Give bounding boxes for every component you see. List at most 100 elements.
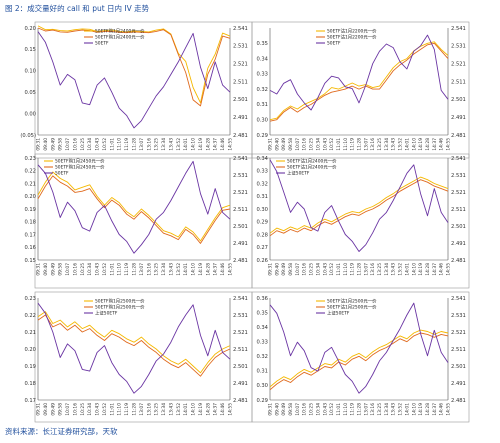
x-tick-label: 09:49	[281, 403, 287, 416]
left-tick-label: 0.34	[256, 156, 268, 162]
x-tick-label: 14:01	[183, 263, 189, 276]
legend-label: 50ETF	[327, 41, 341, 47]
left-tick-label: 0.30	[256, 383, 268, 389]
series-line-put	[37, 175, 231, 244]
x-tick-label: 10:25	[309, 263, 315, 276]
x-tick-label: 10:16	[302, 263, 308, 276]
x-tick-label: 14:28	[425, 263, 431, 276]
legend-label: 50ETF沽1月2500元一价	[327, 304, 377, 311]
series-line-put	[37, 27, 231, 107]
x-tick-label: 14:01	[183, 403, 189, 416]
x-tick-label: 09:49	[50, 138, 56, 151]
legend-label: 50ETF	[95, 41, 109, 47]
x-tick-label: 14:01	[404, 263, 410, 276]
legend-label: 50ETF购1月2450元一价	[55, 164, 105, 171]
left-tick-label: 0.19	[24, 207, 36, 213]
x-tick-label: 13:25	[154, 263, 160, 276]
x-tick-label: 13:52	[176, 263, 182, 276]
left-tick-label: 0.26	[256, 258, 268, 264]
right-tick-label: 2.481	[233, 398, 248, 404]
x-tick-label: 14:37	[432, 138, 438, 151]
x-tick-label: 10:34	[87, 403, 93, 416]
legend-label: 50ETF沽1月2200元一价	[327, 34, 377, 41]
legend-label: 上证50ETF	[327, 310, 350, 317]
x-tick-label: 10:43	[322, 263, 328, 276]
right-tick-label: 2.541	[451, 156, 466, 162]
right-tick-label: 2.501	[451, 97, 466, 103]
x-tick-label: 09:31	[36, 403, 42, 416]
x-tick-label: 10:25	[309, 138, 315, 151]
x-tick-label: 09:58	[288, 403, 294, 416]
x-tick-label: 13:43	[168, 403, 174, 416]
x-tick-label: 13:52	[176, 403, 182, 416]
left-tick-label: 0.20	[24, 347, 36, 353]
x-tick-label: 09:58	[288, 263, 294, 276]
x-tick-label: 14:01	[404, 138, 410, 151]
x-tick-label: 13:25	[154, 403, 160, 416]
x-tick-label: 10:16	[72, 263, 78, 276]
panel-border	[251, 291, 470, 423]
x-tick-label: 13:43	[168, 263, 174, 276]
series-line-etf	[269, 159, 449, 252]
x-tick-label: 14:46	[439, 403, 445, 416]
left-tick-label: 0.05	[24, 90, 36, 96]
left-tick-label: 0.28	[256, 232, 268, 238]
x-tick-label: 10:52	[102, 403, 108, 416]
x-tick-label: 11:01	[336, 263, 342, 276]
x-tick-label: 11:28	[357, 263, 363, 276]
left-tick-label: 0.29	[256, 220, 268, 226]
x-tick-label: 14:01	[183, 138, 189, 151]
x-tick-label: 10:16	[302, 403, 308, 416]
chart-panel-top-left: 0.20 0.15 0.10 0.05 0.00 (0.05) 2.541 2.531 2.52…	[20, 21, 253, 159]
right-tick-label: 2.491	[233, 381, 248, 387]
x-tick-label: 11:01	[336, 138, 342, 151]
x-tick-label: 10:43	[95, 138, 101, 151]
right-tick-label: 2.511	[451, 207, 466, 213]
series-line-put	[269, 332, 449, 391]
x-tick-label: 11:10	[117, 403, 123, 416]
chart-panel-top-right: 0.35 0.34 0.33 0.32 0.31 0.30 0.29 2.541 2.531 2.…	[251, 21, 470, 159]
legend-label: 50ETF沽1月2200元一价	[327, 28, 377, 35]
x-tick-label: 10:16	[72, 138, 78, 151]
right-tick-label: 2.501	[233, 97, 248, 103]
x-tick-label: 11:10	[343, 403, 349, 416]
x-tick-label: 11:28	[357, 138, 363, 151]
right-tick-label: 2.531	[233, 173, 248, 179]
x-tick-label: 14:55	[446, 138, 452, 151]
left-tick-label: 0.17	[24, 232, 36, 238]
x-tick-label: 13:52	[398, 138, 404, 151]
x-tick-label: 14:10	[411, 138, 417, 151]
x-tick-label: 09:58	[58, 403, 64, 416]
x-tick-label: 14:37	[213, 263, 219, 276]
x-tick-label: 11:19	[350, 138, 356, 151]
x-tick-label: 14:01	[404, 403, 410, 416]
left-tick-label: 0.33	[256, 72, 268, 78]
x-tick-label: 14:10	[191, 263, 197, 276]
series-line-etf	[269, 34, 449, 111]
x-tick-label: 13:07	[363, 263, 369, 276]
x-tick-label: 14:37	[432, 263, 438, 276]
left-tick-label: 0.29	[256, 133, 268, 139]
right-tick-label: 2.541	[233, 156, 248, 162]
left-tick-label: 0.20	[24, 26, 36, 32]
left-tick-label: 0.29	[256, 398, 268, 404]
legend-label: 50ETF购1月2500元一价	[95, 298, 145, 305]
left-tick-label: 0.16	[24, 245, 36, 251]
chart-panel-middle-left: 0.23 0.22 0.21 0.20 0.19 0.18 0.17 0.16 0.15 2.54…	[24, 153, 253, 289]
legend-label: 上证50ETF	[95, 310, 118, 317]
x-tick-label: 11:19	[350, 403, 356, 416]
left-tick-label: 0.35	[256, 310, 268, 316]
left-tick-label: 0.17	[24, 398, 36, 404]
right-tick-label: 2.511	[233, 79, 248, 85]
right-tick-label: 2.511	[233, 207, 248, 213]
x-tick-label: 14:19	[198, 138, 204, 151]
series-line-call	[37, 25, 231, 104]
right-tick-label: 2.541	[233, 296, 248, 302]
x-tick-label: 10:07	[65, 403, 71, 416]
x-tick-label: 11:01	[109, 263, 115, 276]
right-tick-label: 2.541	[451, 26, 466, 32]
left-tick-label: 0.32	[256, 354, 268, 360]
x-tick-label: 11:10	[343, 263, 349, 276]
x-tick-label: 14:19	[418, 403, 424, 416]
left-tick-label: 0.34	[256, 56, 268, 62]
